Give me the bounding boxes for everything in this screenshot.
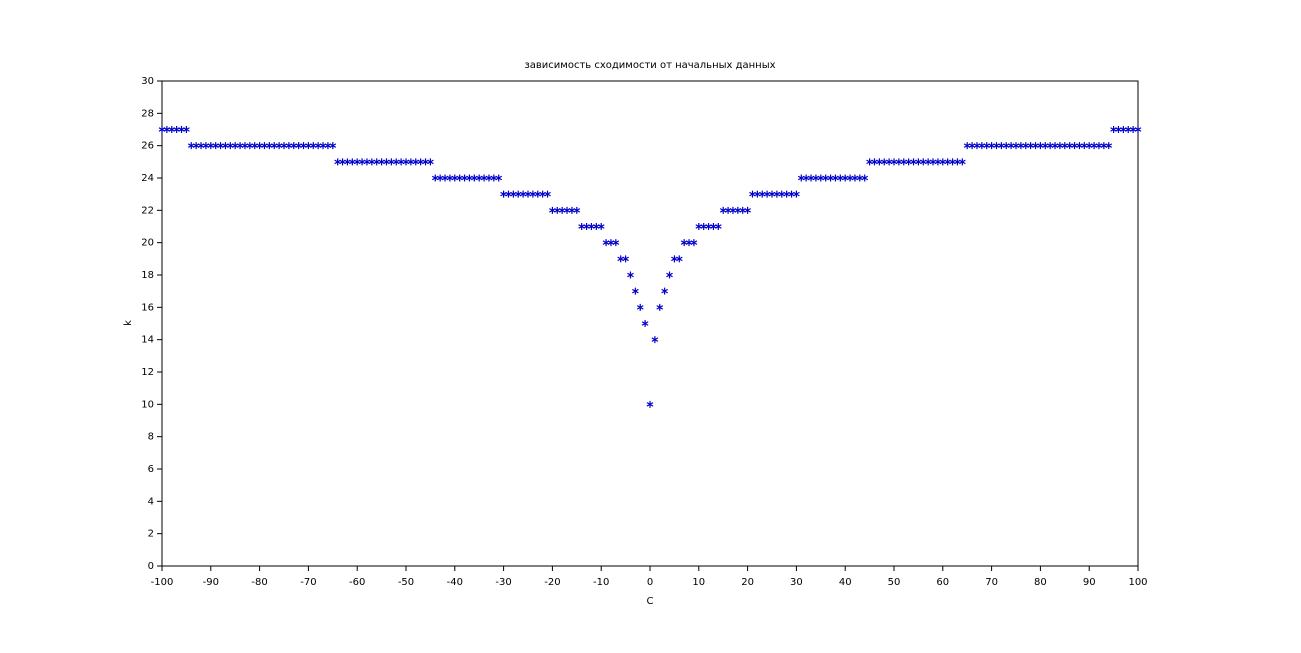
y-tick-label: 2 <box>148 529 154 540</box>
data-point <box>675 255 683 263</box>
data-point <box>183 126 190 133</box>
data-point <box>1105 142 1113 150</box>
x-tick-label: 60 <box>936 577 949 588</box>
data-point <box>714 223 722 230</box>
x-tick-label: -80 <box>251 577 267 588</box>
data-point <box>690 239 698 247</box>
data-point <box>627 271 634 279</box>
x-tick-label: -40 <box>447 577 463 588</box>
data-point <box>544 190 551 198</box>
y-tick-label: 0 <box>148 561 154 572</box>
chart-title: зависимость сходимости от начальных данн… <box>524 60 775 71</box>
y-axis-label: k <box>123 320 134 326</box>
x-tick-label: 70 <box>985 577 998 588</box>
y-tick-label: 30 <box>141 76 154 87</box>
data-point <box>597 223 605 230</box>
data-point <box>495 174 503 182</box>
x-tick-label: -30 <box>495 577 511 588</box>
data-point <box>612 239 620 247</box>
data-point <box>427 158 434 166</box>
x-tick-label: -70 <box>300 577 316 588</box>
data-point <box>651 336 659 344</box>
x-tick-label: 20 <box>741 577 754 588</box>
y-tick-label: 12 <box>141 367 154 378</box>
y-tick-label: 10 <box>141 399 154 410</box>
x-tick-label: 40 <box>839 577 852 588</box>
y-tick-label: 20 <box>141 238 154 249</box>
data-point <box>329 142 337 150</box>
data-point <box>661 287 668 295</box>
data-point <box>573 206 581 214</box>
data-point <box>622 255 629 263</box>
x-tick-label: -50 <box>398 577 414 588</box>
data-point <box>656 303 664 311</box>
x-tick-label: -100 <box>151 577 174 588</box>
data-point <box>641 320 649 327</box>
y-tick-label: 26 <box>141 141 154 152</box>
x-tick-label: 30 <box>790 577 803 588</box>
y-tick-label: 16 <box>141 302 154 313</box>
x-tick-label: -60 <box>349 577 365 588</box>
y-tick-label: 22 <box>141 205 154 216</box>
data-point <box>744 206 751 214</box>
x-tick-label: -20 <box>544 577 560 588</box>
y-tick-label: 18 <box>141 270 154 281</box>
y-tick-label: 28 <box>141 108 154 119</box>
x-tick-label: 50 <box>888 577 901 588</box>
x-tick-label: 100 <box>1128 577 1147 588</box>
x-tick-label: 0 <box>647 577 653 588</box>
y-tick-label: 8 <box>148 432 154 443</box>
data-point <box>861 174 869 182</box>
data-point <box>636 303 644 311</box>
x-tick-label: 90 <box>1083 577 1096 588</box>
y-tick-label: 14 <box>141 335 154 346</box>
data-point <box>646 400 654 408</box>
x-tick-label: 80 <box>1034 577 1047 588</box>
data-point <box>958 158 966 166</box>
data-point <box>632 287 639 295</box>
x-tick-label: 10 <box>692 577 705 588</box>
x-axis-label: C <box>647 596 654 607</box>
x-tick-label: -10 <box>593 577 609 588</box>
y-tick-label: 24 <box>141 173 154 184</box>
x-tick-label: -90 <box>203 577 219 588</box>
data-point <box>1134 126 1142 133</box>
data-point <box>793 190 800 198</box>
data-point <box>666 271 673 279</box>
y-tick-label: 4 <box>148 496 154 507</box>
y-tick-label: 6 <box>148 464 154 475</box>
